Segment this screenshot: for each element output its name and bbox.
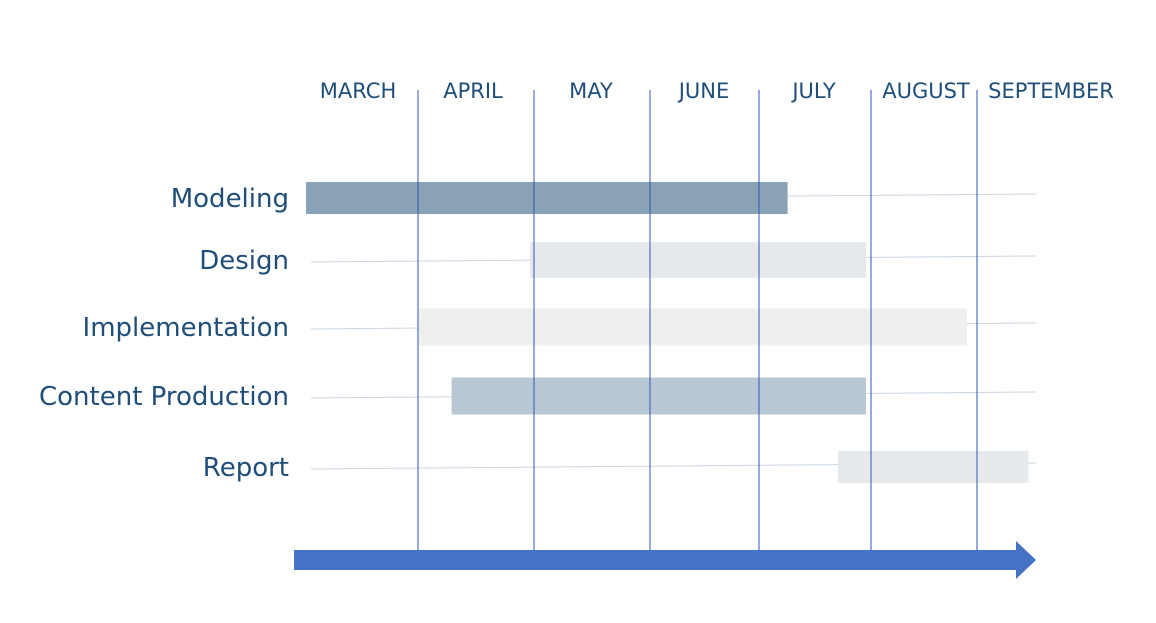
month-labels: MARCH APRIL MAY JUNE JULY AUGUST SEPTEMBER: [320, 79, 1114, 103]
month-divider-lines: [417, 90, 978, 551]
task-label-modeling: Modeling: [171, 184, 289, 214]
task-bar-implementation: [418, 308, 967, 346]
task-label-design: Design: [199, 246, 289, 276]
task-label-content-production: Content Production: [39, 382, 289, 412]
month-label-september: SEPTEMBER: [988, 79, 1114, 103]
task-bar-design: [530, 242, 866, 278]
month-label-july: JULY: [790, 79, 835, 103]
month-label-april: APRIL: [443, 79, 503, 103]
timeline-arrow: [294, 541, 1036, 579]
task-label-implementation: Implementation: [83, 313, 289, 343]
task-bar-report: [838, 451, 1029, 483]
month-label-june: JUNE: [677, 79, 730, 103]
month-label-august: AUGUST: [882, 79, 970, 103]
task-label-report: Report: [203, 453, 289, 483]
task-bar-modeling: [306, 182, 788, 214]
task-bar-content-production: [451, 377, 866, 415]
month-label-may: MAY: [569, 79, 613, 103]
task-labels: Modeling Design Implementation Content Prod…: [39, 184, 289, 483]
task-bars: [306, 182, 1029, 483]
month-label-march: MARCH: [320, 79, 396, 103]
